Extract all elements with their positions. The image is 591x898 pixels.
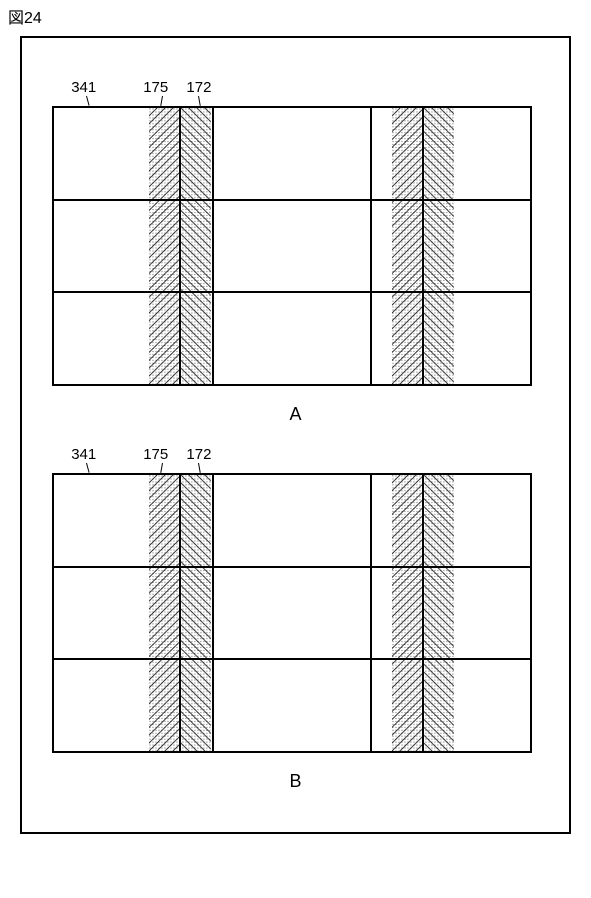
band-center-line [179, 475, 181, 751]
panel-a-ref-labels: 341 175 172 [52, 68, 532, 96]
grid-hline [54, 658, 530, 660]
ref-341: 341 [71, 79, 96, 96]
grid-hline [54, 566, 530, 568]
leader-172 [198, 463, 201, 473]
grid-vline [370, 108, 372, 384]
ref-172: 172 [186, 79, 211, 96]
panel-a-grid [52, 106, 532, 386]
grid-vline [212, 108, 214, 384]
panel-a-leaders [52, 96, 532, 106]
ref-172: 172 [186, 446, 211, 463]
ref-341: 341 [71, 446, 96, 463]
leader-172 [198, 96, 201, 106]
grid-hline [54, 199, 530, 201]
panel-b-grid [52, 473, 532, 753]
ref-175: 175 [143, 446, 168, 463]
panel-b-leaders [52, 463, 532, 473]
ref-175: 175 [143, 79, 168, 96]
panel-b-ref-labels: 341 175 172 [52, 435, 532, 463]
leader-341 [86, 96, 90, 106]
figure-label: 図24 [0, 0, 591, 32]
leader-341 [86, 463, 90, 473]
panel-b: 341 175 172 [52, 435, 539, 792]
outer-frame: 341 175 172 [20, 36, 571, 834]
grid-vline [212, 475, 214, 751]
leader-175 [161, 463, 164, 473]
grid-hline [54, 291, 530, 293]
band-center-line [422, 475, 424, 751]
band-center-line [179, 108, 181, 384]
band-center-line [422, 108, 424, 384]
leader-175 [161, 96, 164, 106]
panel-b-letter: B [52, 771, 539, 792]
panel-a-letter: A [52, 404, 539, 425]
grid-vline [370, 475, 372, 751]
panel-a: 341 175 172 [52, 68, 539, 425]
